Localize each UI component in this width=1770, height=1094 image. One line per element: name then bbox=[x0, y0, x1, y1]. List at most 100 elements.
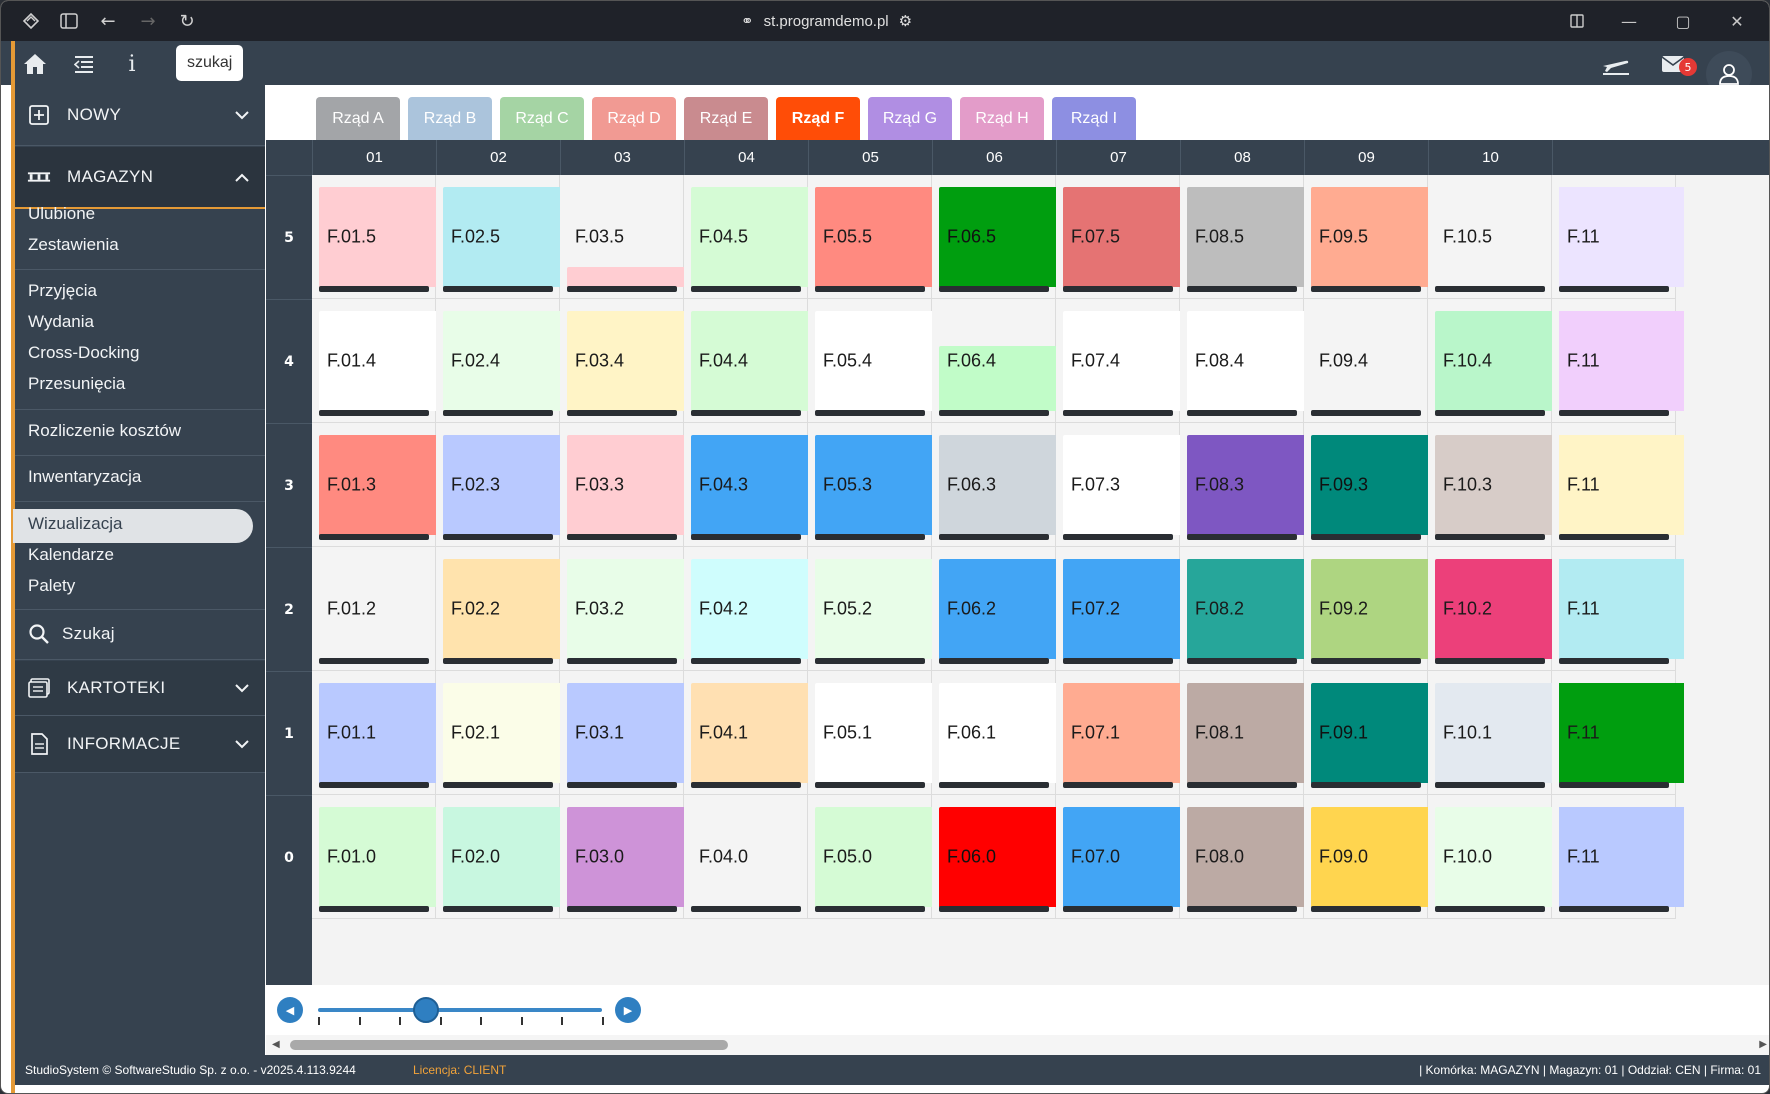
sidebar-item-szukaj[interactable]: Szukaj bbox=[15, 609, 265, 659]
storage-location[interactable]: F.03.1 bbox=[560, 671, 692, 795]
storage-location[interactable]: F.08.2 bbox=[1180, 547, 1312, 671]
storage-location[interactable]: F.08.3 bbox=[1180, 423, 1312, 547]
scroll-left-icon[interactable]: ◀ bbox=[272, 1039, 280, 1050]
storage-location[interactable]: F.02.5 bbox=[436, 175, 568, 299]
storage-location[interactable]: F.01.5 bbox=[312, 175, 444, 299]
storage-location[interactable]: F.06.1 bbox=[932, 671, 1064, 795]
tab-rząd-b[interactable]: Rząd B bbox=[408, 97, 492, 140]
reload-icon[interactable]: ↻ bbox=[179, 10, 195, 32]
storage-location-partial[interactable]: F.11 bbox=[1552, 671, 1684, 795]
search-button[interactable]: szukaj bbox=[176, 45, 244, 81]
zoom-slider-track[interactable] bbox=[318, 1008, 602, 1012]
storage-location[interactable]: F.02.1 bbox=[436, 671, 568, 795]
storage-location[interactable]: F.08.0 bbox=[1180, 795, 1312, 919]
minimize-icon[interactable]: — bbox=[1621, 11, 1637, 31]
storage-location[interactable]: F.06.3 bbox=[932, 423, 1064, 547]
storage-location[interactable]: F.09.1 bbox=[1304, 671, 1436, 795]
split-view-icon[interactable] bbox=[1565, 9, 1589, 33]
sidebar-item-wizualizacja[interactable]: Wizualizacja bbox=[28, 514, 123, 533]
storage-location[interactable]: F.05.2 bbox=[808, 547, 940, 671]
storage-location[interactable]: F.08.4 bbox=[1180, 299, 1312, 423]
sidebar-section-kartoteki[interactable]: KARTOTEKI bbox=[15, 661, 265, 715]
storage-location[interactable]: F.07.5 bbox=[1056, 175, 1188, 299]
scroll-right-icon[interactable]: ▶ bbox=[1759, 1039, 1767, 1050]
sidebar-item-kalendarze[interactable]: Kalendarze bbox=[28, 545, 115, 564]
storage-location[interactable]: F.03.5 bbox=[560, 175, 692, 299]
storage-location-partial[interactable]: F.11 bbox=[1552, 795, 1684, 919]
storage-location[interactable]: F.08.1 bbox=[1180, 671, 1312, 795]
storage-location-partial[interactable]: F.11 bbox=[1552, 423, 1684, 547]
tab-rząd-e[interactable]: Rząd E bbox=[684, 97, 768, 140]
storage-location[interactable]: F.08.5 bbox=[1180, 175, 1312, 299]
storage-location[interactable]: F.06.4 bbox=[932, 299, 1064, 423]
storage-location[interactable]: F.03.4 bbox=[560, 299, 692, 423]
storage-location[interactable]: F.06.5 bbox=[932, 175, 1064, 299]
storage-location[interactable]: F.01.0 bbox=[312, 795, 444, 919]
storage-location[interactable]: F.10.0 bbox=[1428, 795, 1560, 919]
storage-location[interactable]: F.07.2 bbox=[1056, 547, 1188, 671]
storage-location-partial[interactable]: F.11 bbox=[1552, 547, 1684, 671]
sidebar-item-ulubione[interactable]: Ulubione bbox=[28, 204, 96, 223]
tab-rząd-g[interactable]: Rząd G bbox=[868, 97, 952, 140]
storage-location[interactable]: F.05.5 bbox=[808, 175, 940, 299]
storage-location[interactable]: F.01.2 bbox=[312, 547, 436, 671]
storage-location[interactable]: F.01.3 bbox=[312, 423, 444, 547]
storage-location[interactable]: F.04.2 bbox=[684, 547, 816, 671]
storage-location[interactable]: F.05.4 bbox=[808, 299, 940, 423]
storage-location[interactable]: F.03.2 bbox=[560, 547, 692, 671]
sidebar-item-inwentaryzacja[interactable]: Inwentaryzacja bbox=[28, 467, 142, 486]
sidebar-item-wydania[interactable]: Wydania bbox=[28, 312, 94, 331]
tab-rząd-f[interactable]: Rząd F bbox=[776, 97, 860, 140]
storage-location[interactable]: F.03.3 bbox=[560, 423, 692, 547]
browser-logo-icon[interactable] bbox=[19, 9, 43, 33]
sidebar-item-rozliczenie-kosztow[interactable]: Rozliczenie kosztów bbox=[28, 421, 182, 440]
sidebar-toggle-icon[interactable] bbox=[57, 9, 81, 33]
storage-location[interactable]: F.04.3 bbox=[684, 423, 816, 547]
storage-location[interactable]: F.07.0 bbox=[1056, 795, 1188, 919]
sidebar-section-informacje[interactable]: INFORMACJE bbox=[15, 716, 265, 772]
tab-rząd-c[interactable]: Rząd C bbox=[500, 97, 584, 140]
storage-location[interactable]: F.03.0 bbox=[560, 795, 692, 919]
sidebar-item-palety[interactable]: Palety bbox=[28, 576, 76, 595]
maximize-icon[interactable]: ▢ bbox=[1675, 11, 1691, 31]
sidebar-section-nowy[interactable]: NOWY bbox=[15, 85, 265, 145]
sidebar-item-zestawienia[interactable]: Zestawienia bbox=[28, 235, 119, 254]
home-icon[interactable] bbox=[22, 51, 48, 77]
sidebar-item-przyjecia[interactable]: Przyjęcia bbox=[28, 281, 97, 300]
sidebar-section-magazyn[interactable]: MAGAZYN bbox=[15, 147, 265, 207]
storage-location[interactable]: F.04.1 bbox=[684, 671, 816, 795]
address-bar[interactable]: ⚭ st.programdemo.pl ⚙ bbox=[741, 9, 912, 33]
site-settings-icon[interactable]: ⚙ bbox=[898, 13, 913, 30]
storage-location[interactable]: F.01.4 bbox=[312, 299, 444, 423]
zoom-slider-handle[interactable] bbox=[412, 997, 439, 1023]
storage-location[interactable]: F.10.4 bbox=[1428, 299, 1560, 423]
storage-location[interactable]: F.05.3 bbox=[808, 423, 940, 547]
tab-rząd-d[interactable]: Rząd D bbox=[592, 97, 676, 140]
storage-location[interactable]: F.10.3 bbox=[1428, 423, 1560, 547]
storage-location[interactable]: F.04.4 bbox=[684, 299, 816, 423]
storage-location[interactable]: F.09.3 bbox=[1304, 423, 1436, 547]
info-icon[interactable]: i bbox=[128, 51, 136, 77]
storage-location[interactable]: F.07.4 bbox=[1056, 299, 1188, 423]
zoom-out-button[interactable]: ◀ bbox=[277, 997, 303, 1023]
tab-rząd-i[interactable]: Rząd I bbox=[1052, 97, 1136, 140]
storage-location[interactable]: F.05.1 bbox=[808, 671, 940, 795]
sidebar-item-cross-docking[interactable]: Cross-Docking bbox=[28, 343, 140, 362]
back-icon[interactable]: ← bbox=[100, 10, 116, 32]
storage-location[interactable]: F.04.0 bbox=[684, 795, 808, 919]
storage-location[interactable]: F.06.0 bbox=[932, 795, 1064, 919]
storage-location[interactable]: F.09.2 bbox=[1304, 547, 1436, 671]
storage-location[interactable]: F.01.1 bbox=[312, 671, 444, 795]
storage-location[interactable]: F.09.0 bbox=[1304, 795, 1436, 919]
storage-location[interactable]: F.04.5 bbox=[684, 175, 816, 299]
horizontal-scrollbar[interactable]: ◀ ▶ bbox=[266, 1035, 1769, 1055]
storage-location[interactable]: F.02.3 bbox=[436, 423, 568, 547]
storage-location-partial[interactable]: F.11 bbox=[1552, 175, 1684, 299]
storage-location[interactable]: F.02.4 bbox=[436, 299, 568, 423]
storage-location[interactable]: F.10.2 bbox=[1428, 547, 1560, 671]
zoom-in-button[interactable]: ▶ bbox=[615, 997, 641, 1023]
storage-location[interactable]: F.06.2 bbox=[932, 547, 1064, 671]
storage-location[interactable]: F.09.5 bbox=[1304, 175, 1436, 299]
storage-location[interactable]: F.10.1 bbox=[1428, 671, 1560, 795]
airplane-icon[interactable] bbox=[1599, 51, 1633, 77]
